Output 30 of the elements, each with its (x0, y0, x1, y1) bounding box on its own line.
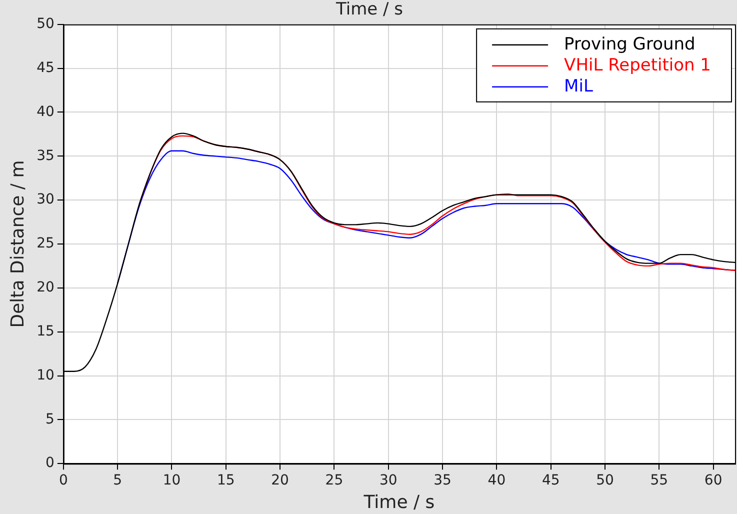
y-tick-label: 20 (36, 280, 54, 296)
x-tick-label: 60 (704, 472, 722, 489)
chart-title: Time / s (335, 0, 404, 20)
x-tick-label: 0 (58, 472, 68, 489)
x-tick-label: 15 (216, 472, 235, 489)
legend-label: VHiL Repetition 1 (564, 55, 712, 76)
y-tick-label: 50 (36, 16, 54, 32)
y-tick-label: 10 (36, 367, 54, 384)
x-tick-label: 50 (596, 472, 614, 489)
x-tick-label: 30 (379, 472, 398, 489)
legend-label: Proving Ground (564, 34, 696, 54)
y-tick-label: 45 (36, 60, 54, 76)
y-tick-label: 40 (36, 104, 54, 120)
x-tick-label: 5 (113, 472, 122, 489)
x-tick-label: 25 (325, 472, 344, 489)
y-tick-label: 5 (45, 411, 54, 428)
y-tick-label: 0 (45, 455, 54, 472)
x-tick-label: 35 (434, 472, 452, 489)
x-tick-label: 55 (650, 472, 668, 489)
legend-label: MiL (564, 76, 594, 96)
x-tick-label: 40 (488, 472, 506, 489)
x-tick-label: 45 (542, 472, 560, 489)
x-tick-label: 10 (162, 472, 181, 489)
x-tick-label: 20 (271, 472, 289, 489)
y-axis-title: Delta Distance / m (7, 160, 28, 328)
y-tick-label: 30 (36, 192, 54, 208)
y-tick-label: 25 (36, 236, 54, 252)
x-axis-title: Time / s (362, 492, 435, 513)
y-tick-label: 15 (36, 323, 54, 340)
y-tick-label: 35 (36, 148, 54, 164)
